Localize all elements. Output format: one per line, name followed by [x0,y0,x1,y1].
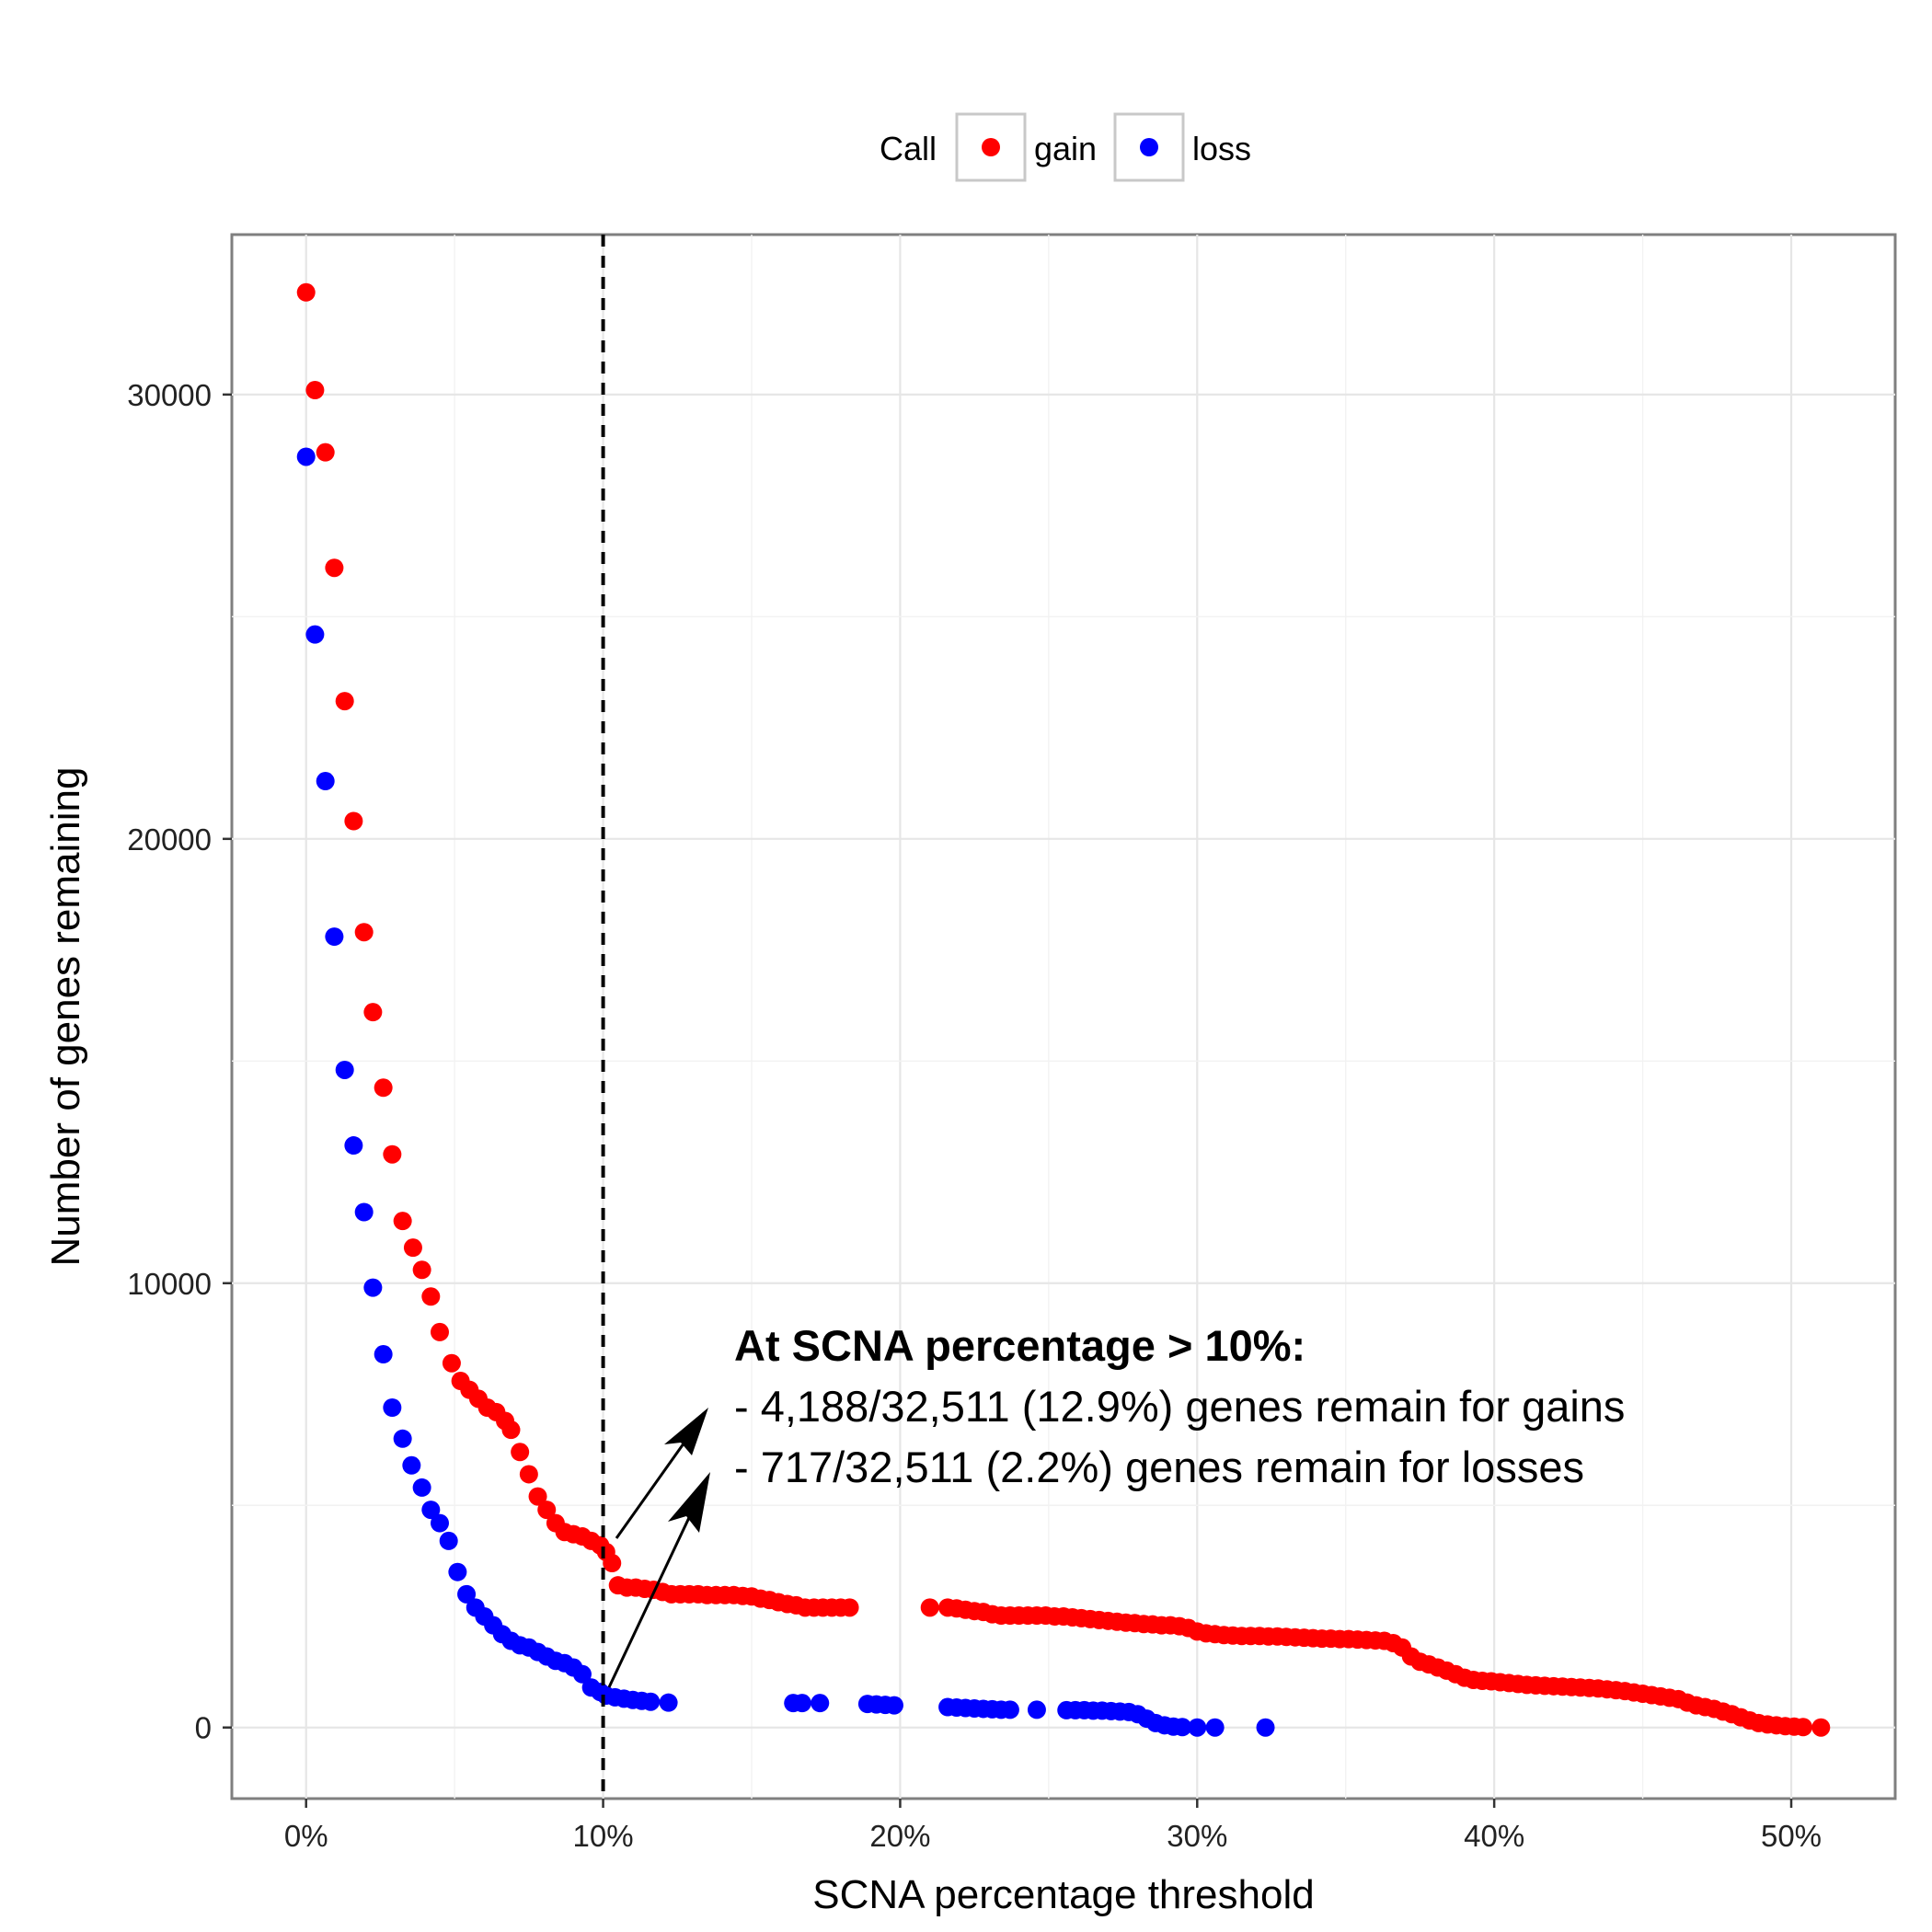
x-axis-title: SCNA percentage threshold [812,1872,1314,1917]
point-loss [402,1455,421,1475]
arrow-shaft-losses [607,1491,703,1688]
point-gain [1811,1718,1831,1737]
x-tick-label: 0% [284,1819,328,1853]
x-tick-label: 50% [1761,1819,1822,1853]
point-loss [383,1398,402,1417]
point-loss [296,447,316,466]
point-loss [572,1664,592,1684]
point-loss [448,1562,467,1581]
annotation-line-losses: - 717/32,511 (2.2%) genes remain for los… [734,1443,1584,1491]
point-gain [354,923,374,942]
x-tick-label: 10% [573,1819,634,1853]
point-gain [603,1554,622,1573]
x-tick-label: 40% [1464,1819,1524,1853]
arrow-head-gains [664,1408,708,1455]
point-loss [1205,1718,1225,1737]
point-loss [393,1429,412,1448]
gridlines [232,235,1895,1799]
y-axis-title: Number of genes remaining [43,767,88,1267]
point-loss [1000,1700,1019,1719]
legend-marker-loss [1140,138,1158,156]
point-gain [412,1260,431,1280]
axes: 0% 10% 20% 30% 40% 50% 0 10000 20000 30000 [127,378,1822,1853]
point-loss [1173,1718,1192,1737]
point-loss [305,625,325,644]
point-gain [393,1212,412,1231]
point-gain [403,1238,422,1258]
point-gain [363,1003,383,1022]
x-tick-label: 20% [869,1819,930,1853]
annotation: At SCNA percentage > 10%: - 4,188/32,511… [607,1321,1625,1688]
legend-title: Call [880,130,937,167]
point-loss [344,1136,363,1156]
point-loss [335,1060,354,1079]
point-gain [528,1487,547,1506]
point-loss [412,1478,431,1497]
point-gain [325,558,344,578]
point-loss [457,1584,477,1604]
point-gain [1793,1718,1812,1737]
point-gain [537,1501,557,1520]
y-tick-label: 30000 [127,378,212,412]
y-tick-label: 20000 [127,822,212,857]
annotation-title: At SCNA percentage > 10%: [734,1321,1305,1370]
legend-label-loss: loss [1192,130,1251,167]
point-loss [641,1692,661,1711]
point-gain [374,1078,393,1098]
y-tick-label: 0 [195,1711,212,1745]
legend-marker-gain [982,138,1000,156]
y-tick-label: 10000 [127,1267,212,1301]
legend: Call gain loss [880,112,1251,182]
point-loss [431,1513,449,1533]
point-loss [1027,1700,1046,1719]
point-gain [519,1465,538,1484]
data-points [296,282,1831,1737]
point-loss [811,1694,830,1713]
point-loss [325,927,344,947]
point-loss [439,1531,458,1550]
point-gain [421,1287,441,1306]
point-loss [421,1501,441,1520]
arrow-head-losses [668,1472,710,1533]
plot-panel [230,233,1897,1800]
point-gain [344,811,363,831]
point-loss [1188,1718,1207,1737]
point-loss [374,1345,393,1364]
x-tick-label: 30% [1167,1819,1227,1853]
point-loss [363,1278,383,1297]
point-gain [335,692,354,711]
point-gain [442,1353,461,1373]
point-gain [296,282,316,302]
point-loss [354,1202,374,1222]
point-gain [511,1443,530,1462]
annotation-line-gains: - 4,188/32,511 (12.9%) genes remain for … [734,1382,1625,1431]
point-loss [316,772,335,791]
point-gain [920,1598,939,1617]
point-gain [383,1144,402,1164]
point-loss [884,1696,903,1715]
legend-label-gain: gain [1034,130,1097,167]
point-gain [305,381,325,400]
point-gain [501,1420,521,1440]
point-gain [316,443,335,462]
point-loss [792,1694,811,1713]
point-gain [431,1322,449,1341]
point-gain [840,1598,859,1617]
point-loss [1256,1718,1275,1737]
point-loss [659,1693,678,1712]
